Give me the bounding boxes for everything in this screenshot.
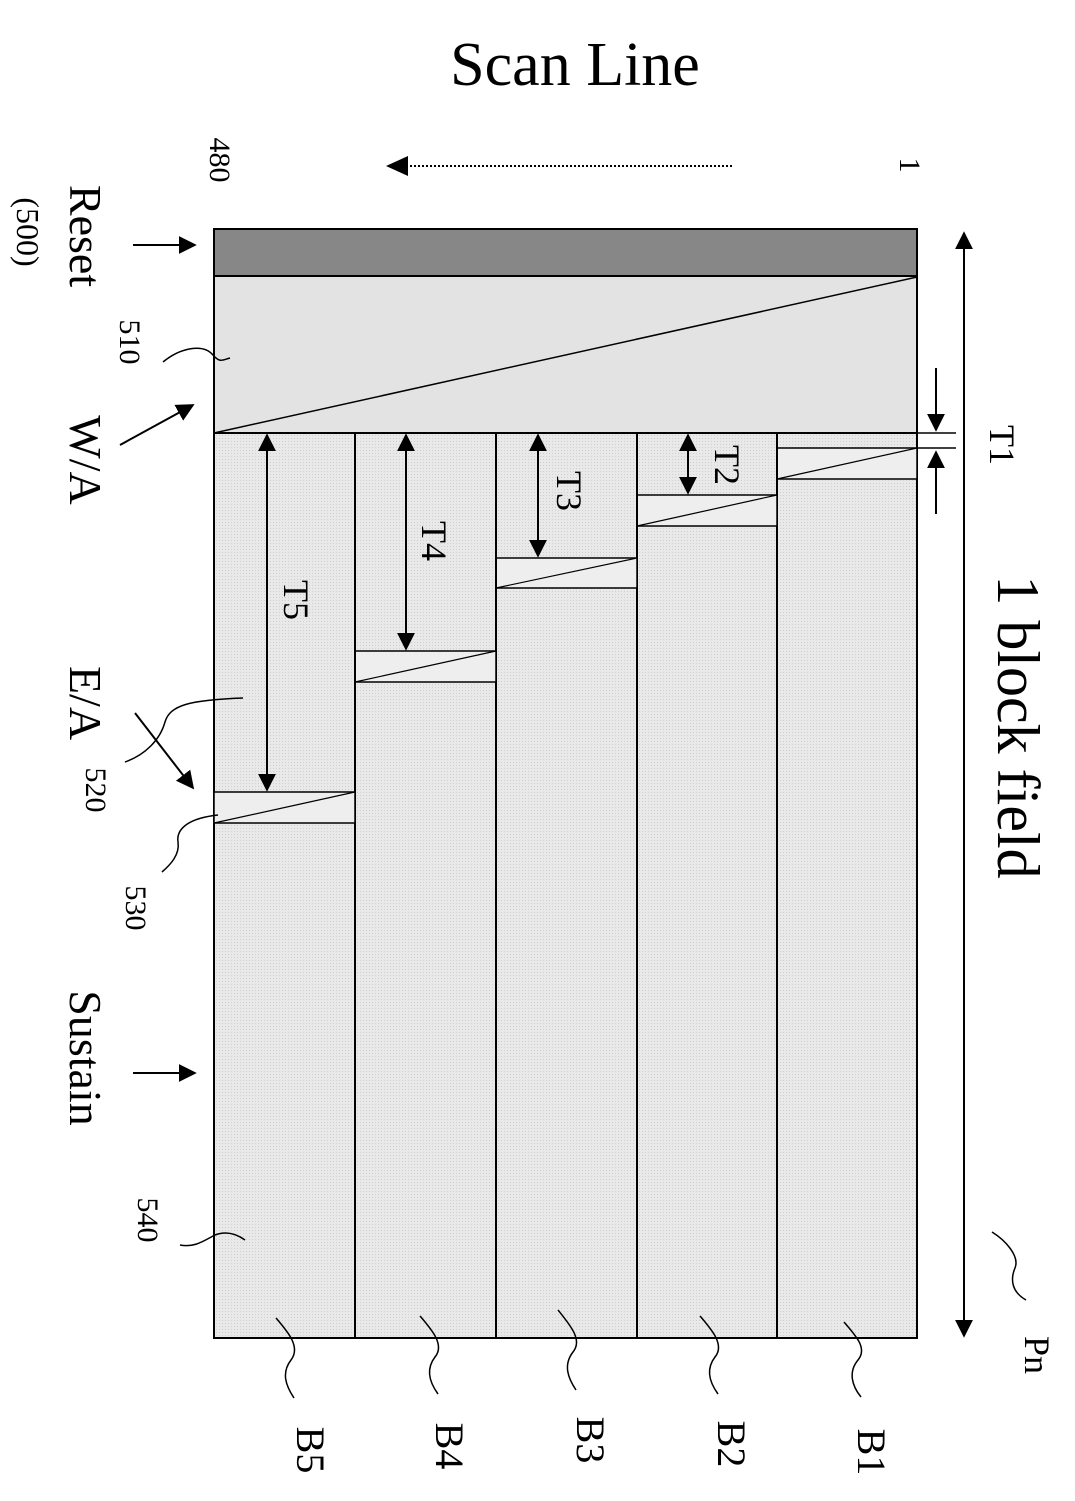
pn-leader — [992, 1232, 1026, 1300]
t4-label: T4 — [414, 521, 454, 561]
scan-direction-arrow — [386, 156, 732, 176]
block-b1-column — [777, 433, 917, 1338]
t1-label: T1 — [982, 425, 1022, 465]
scan-start-label: 1 — [893, 158, 926, 173]
t1-marker — [917, 368, 956, 514]
block-b4-column — [355, 433, 496, 1338]
reset-label: Reset — [60, 185, 111, 287]
block-b5-column — [214, 433, 355, 1338]
b4-label: B4 — [427, 1423, 472, 1470]
reset-period — [214, 229, 917, 276]
ref-510-label: 510 — [113, 320, 146, 365]
block-b2-column — [637, 433, 777, 1338]
b3-label: B3 — [568, 1417, 613, 1464]
sustain-label: Sustain — [60, 990, 111, 1125]
pn-label: Pn — [1017, 1336, 1057, 1374]
b5-label: B5 — [288, 1427, 333, 1474]
t3-label: T3 — [549, 471, 589, 511]
b1-label: B1 — [849, 1429, 894, 1476]
scan-end-label: 480 — [203, 138, 236, 183]
t5-label: T5 — [276, 580, 316, 620]
b2-label: B2 — [709, 1421, 754, 1468]
wa-label: W/A — [60, 415, 111, 504]
ea-label: E/A — [60, 666, 111, 740]
ref-530-leader — [162, 815, 218, 872]
ref-520-label: 520 — [79, 768, 112, 813]
block-field-label: 1 block field — [985, 575, 1051, 878]
ref-530-label: 530 — [119, 886, 152, 931]
title: Scan Line — [450, 31, 700, 99]
reset-ref-label: (500) — [10, 197, 46, 266]
ref-540-label: 540 — [131, 1198, 164, 1243]
block-b3-column — [496, 433, 637, 1338]
t2-label: T2 — [707, 445, 747, 485]
wa-arrow — [120, 405, 193, 445]
